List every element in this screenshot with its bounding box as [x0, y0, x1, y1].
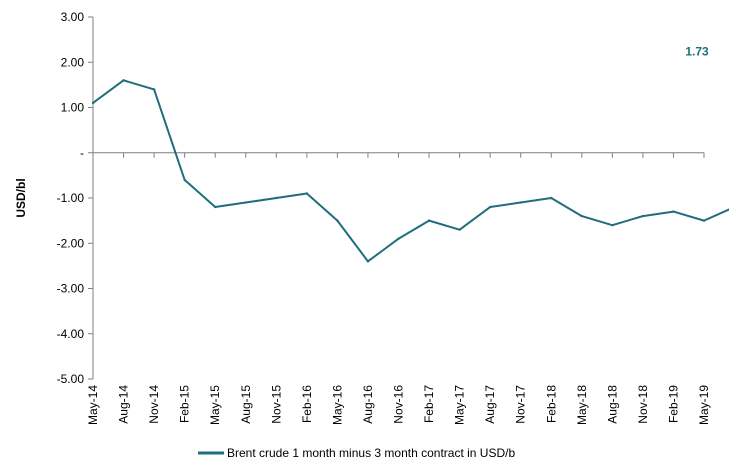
series-layer [91, 79, 729, 263]
data-point [152, 88, 156, 91]
data-point [702, 219, 706, 222]
data-point [214, 205, 217, 209]
data-point [397, 237, 400, 240]
data-point [183, 178, 186, 182]
x-tick-label: Nov-18 [636, 385, 650, 424]
y-axis: 3.00 2.00 1.00 - -1.00 -2.00 -3.00 -4.00 -5.00 [57, 10, 94, 386]
data-point [91, 101, 95, 105]
data-point [275, 196, 278, 200]
data-point [458, 228, 461, 231]
data-point [641, 214, 645, 218]
x-tick-label: Feb-16 [300, 385, 314, 423]
data-point [488, 205, 492, 209]
data-point [672, 210, 675, 213]
data-point [305, 192, 309, 195]
x-tick-label: Aug-15 [239, 385, 253, 424]
y-tick-label: - [80, 146, 84, 160]
data-point [336, 219, 339, 222]
series-line [92, 79, 729, 263]
last-value-annotation: 1.73 [685, 44, 709, 58]
x-tick-label: Feb-15 [178, 385, 192, 423]
y-tick-label: -5.00 [57, 372, 85, 386]
x-tick-label: Nov-14 [147, 385, 161, 424]
data-point [122, 79, 125, 82]
x-tick-label: May-15 [208, 385, 222, 425]
data-point [244, 201, 247, 204]
data-point [519, 201, 522, 204]
data-point [580, 214, 583, 218]
y-tick-label: 3.00 [61, 10, 85, 24]
legend: Brent crude 1 month minus 3 month contra… [198, 446, 515, 460]
legend-label: Brent crude 1 month minus 3 month contra… [227, 446, 515, 460]
y-tick-label: -1.00 [57, 191, 85, 205]
x-tick-label: Aug-17 [483, 385, 497, 424]
x-tick-label: Aug-16 [361, 385, 375, 424]
x-tick-label: May-17 [453, 385, 467, 425]
data-point [427, 219, 431, 222]
x-tick-label: May-16 [330, 385, 344, 425]
data-point [550, 196, 553, 200]
x-tick-label: Nov-15 [269, 385, 283, 424]
x-tick-label: Aug-14 [117, 385, 131, 424]
data-point [611, 223, 614, 227]
x-tick-label: May-18 [575, 385, 589, 425]
y-tick-label: -3.00 [57, 282, 85, 296]
x-tick-label: Aug-18 [605, 385, 619, 424]
x-tick-label: Nov-16 [392, 385, 406, 424]
x-tick-label: May-19 [697, 385, 711, 425]
x-tick-label: May-14 [86, 385, 100, 425]
x-axis: May-14 Aug-14 Nov-14 Feb-15 May-15 Aug-15 Nov-… [86, 152, 711, 425]
x-tick-label: Feb-19 [666, 385, 680, 423]
y-tick-label: 1.00 [61, 101, 85, 115]
x-tick-label: Feb-17 [422, 385, 436, 423]
y-tick-label: -4.00 [57, 327, 85, 341]
y-tick-label: -2.00 [57, 236, 85, 250]
data-point [366, 260, 370, 263]
y-axis-label: USD/bl [14, 178, 28, 217]
x-tick-label: Nov-17 [514, 385, 528, 424]
x-tick-label: Feb-18 [544, 385, 558, 423]
y-tick-label: 2.00 [61, 55, 85, 69]
